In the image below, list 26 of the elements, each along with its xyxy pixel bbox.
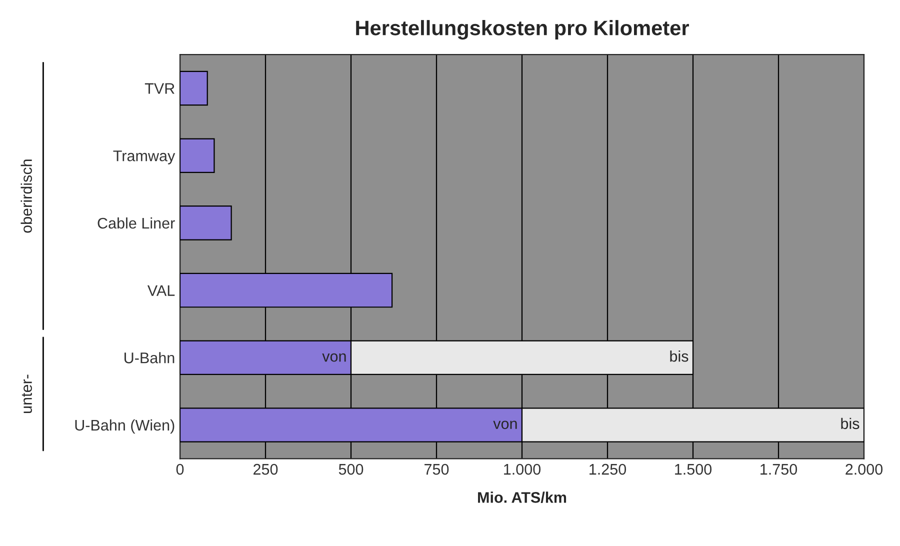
bar: [180, 70, 208, 106]
x-tick-label: 1.500: [675, 464, 712, 475]
annotation: von: [322, 353, 346, 362]
y-tick-label: U-Bahn: [124, 352, 174, 364]
bar: [180, 138, 215, 173]
x-tick-label: 1.250: [590, 464, 626, 475]
x-tick-label: 250: [254, 464, 278, 475]
bar: [180, 206, 232, 240]
x-tick-label: 750: [424, 464, 449, 475]
x-tick-label: 1.000: [504, 464, 541, 475]
x-tick-label: 0: [176, 464, 184, 475]
x-tick-label: 1.750: [760, 464, 798, 475]
text: unter-: [22, 374, 32, 413]
y-tick-label: TVR: [144, 83, 174, 94]
y-tick-label: Cable Liner: [98, 217, 175, 229]
chart-title: Herstellungskosten pro Kilometer: [356, 20, 689, 40]
x-tick-label: 2.000: [846, 464, 883, 475]
y-tick-label: U-Bahn (Wien): [75, 419, 174, 434]
y-tick-label: Tramway: [113, 150, 176, 164]
annotation: bis: [670, 350, 688, 362]
annotation: von: [493, 420, 517, 430]
annotation: bis: [841, 418, 860, 430]
y-tick-label: VAL: [147, 285, 175, 296]
text: oberirdisch: [20, 160, 32, 233]
x-axis-title: Mio. ATS/km: [478, 492, 566, 504]
x-tick-label: 500: [338, 464, 364, 475]
